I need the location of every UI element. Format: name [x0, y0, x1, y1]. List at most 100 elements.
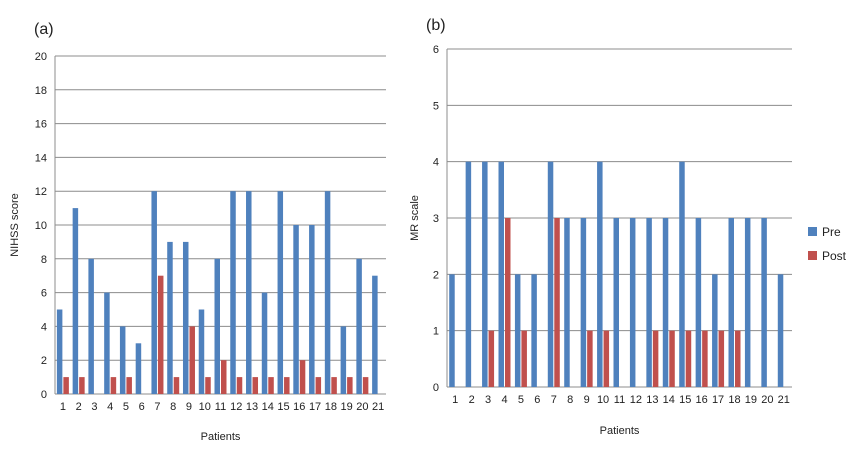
bar-post: [205, 377, 211, 394]
panel-label: (b): [426, 17, 446, 34]
bar-pre: [293, 225, 299, 394]
x-tick-label: 17: [309, 401, 321, 413]
x-tick-label: 12: [230, 401, 242, 413]
bar-pre: [309, 225, 315, 394]
bar-pre: [564, 218, 570, 387]
bar-post: [505, 218, 511, 387]
bar-pre: [777, 274, 784, 387]
y-axis-title: MR scale: [409, 195, 421, 241]
bar-pre: [104, 292, 110, 394]
legend-label-pre: Pre: [822, 225, 841, 239]
x-tick-label: 18: [728, 394, 740, 406]
bar-post: [331, 377, 337, 394]
x-tick-label: 15: [277, 401, 289, 413]
x-tick-label: 2: [76, 401, 82, 413]
y-tick-label: 6: [41, 288, 47, 300]
x-tick-label: 1: [60, 401, 66, 413]
x-tick-label: 19: [340, 401, 352, 413]
bar-post: [603, 330, 610, 387]
x-tick-label: 6: [139, 401, 145, 413]
y-tick-label: 18: [35, 85, 47, 97]
x-tick-label: 15: [679, 394, 691, 406]
bar-post: [299, 360, 306, 394]
x-tick-label: 6: [534, 394, 540, 406]
bar-pre: [613, 218, 619, 387]
bar-post: [236, 377, 243, 394]
y-tick-label: 4: [433, 157, 439, 169]
bar-pre: [246, 191, 252, 394]
x-tick-label: 5: [123, 401, 129, 413]
bar-post: [157, 275, 164, 394]
bar-pre: [88, 258, 94, 394]
x-tick-label: 11: [215, 401, 226, 413]
y-tick-label: 0: [41, 389, 47, 401]
x-tick-label: 21: [372, 401, 384, 413]
bar-pre: [531, 274, 537, 387]
y-tick-label: 20: [35, 51, 47, 63]
x-tick-label: 3: [485, 394, 491, 406]
x-tick-label: 16: [696, 394, 708, 406]
bar-pre: [72, 208, 79, 394]
bar-pre: [56, 309, 63, 394]
y-tick-label: 2: [41, 355, 47, 367]
bar-post: [63, 377, 69, 394]
x-tick-label: 10: [597, 394, 609, 406]
bar-post: [521, 330, 527, 387]
x-tick-label: 21: [778, 394, 790, 406]
bar-post: [126, 377, 132, 394]
y-tick-label: 4: [41, 321, 47, 333]
bar-post: [315, 377, 322, 394]
bar-post: [284, 377, 290, 394]
bar-pre: [482, 161, 488, 387]
y-tick-label: 0: [433, 382, 439, 394]
y-tick-label: 1: [433, 326, 439, 338]
bar-post: [735, 330, 741, 387]
bar-post: [587, 330, 593, 387]
bar-pre: [646, 218, 652, 387]
y-tick-label: 10: [35, 220, 47, 232]
bar-pre: [340, 326, 347, 394]
legend-label-post: Post: [822, 249, 847, 263]
bar-pre: [372, 275, 378, 394]
bar-pre: [135, 343, 142, 394]
bar-pre: [356, 258, 362, 394]
y-tick-label: 6: [433, 44, 439, 56]
x-tick-label: 5: [518, 394, 524, 406]
bar-pre: [465, 161, 472, 387]
bar-pre: [119, 326, 126, 394]
bar-pre: [662, 218, 669, 387]
bar-pre: [449, 274, 455, 387]
bar-post: [173, 377, 180, 394]
x-tick-label: 20: [356, 401, 368, 413]
x-tick-label: 4: [501, 394, 507, 406]
x-tick-label: 4: [107, 401, 113, 413]
y-tick-label: 12: [35, 186, 47, 198]
bar-post: [718, 330, 725, 387]
y-axis-title: NIHSS score: [9, 193, 21, 257]
x-tick-label: 7: [551, 394, 557, 406]
legend-swatch-pre: [808, 227, 817, 236]
x-tick-label: 10: [199, 401, 211, 413]
bar-pre: [214, 258, 220, 394]
bar-pre: [167, 241, 173, 394]
x-tick-label: 3: [91, 401, 97, 413]
bar-pre: [277, 191, 284, 394]
y-tick-label: 14: [35, 152, 47, 164]
x-tick-label: 14: [663, 394, 675, 406]
x-tick-label: 13: [646, 394, 658, 406]
bar-pre: [695, 218, 702, 387]
bar-pre: [728, 218, 734, 387]
bar-post: [347, 377, 353, 394]
bar-pre: [498, 161, 504, 387]
x-tick-label: 14: [262, 401, 274, 413]
legend-swatch-post: [808, 251, 817, 260]
bar-post: [221, 360, 227, 394]
bar-pre: [547, 161, 554, 387]
bar-post: [669, 330, 675, 387]
x-tick-label: 12: [630, 394, 642, 406]
bar-pre: [597, 161, 603, 387]
x-tick-label: 20: [761, 394, 773, 406]
